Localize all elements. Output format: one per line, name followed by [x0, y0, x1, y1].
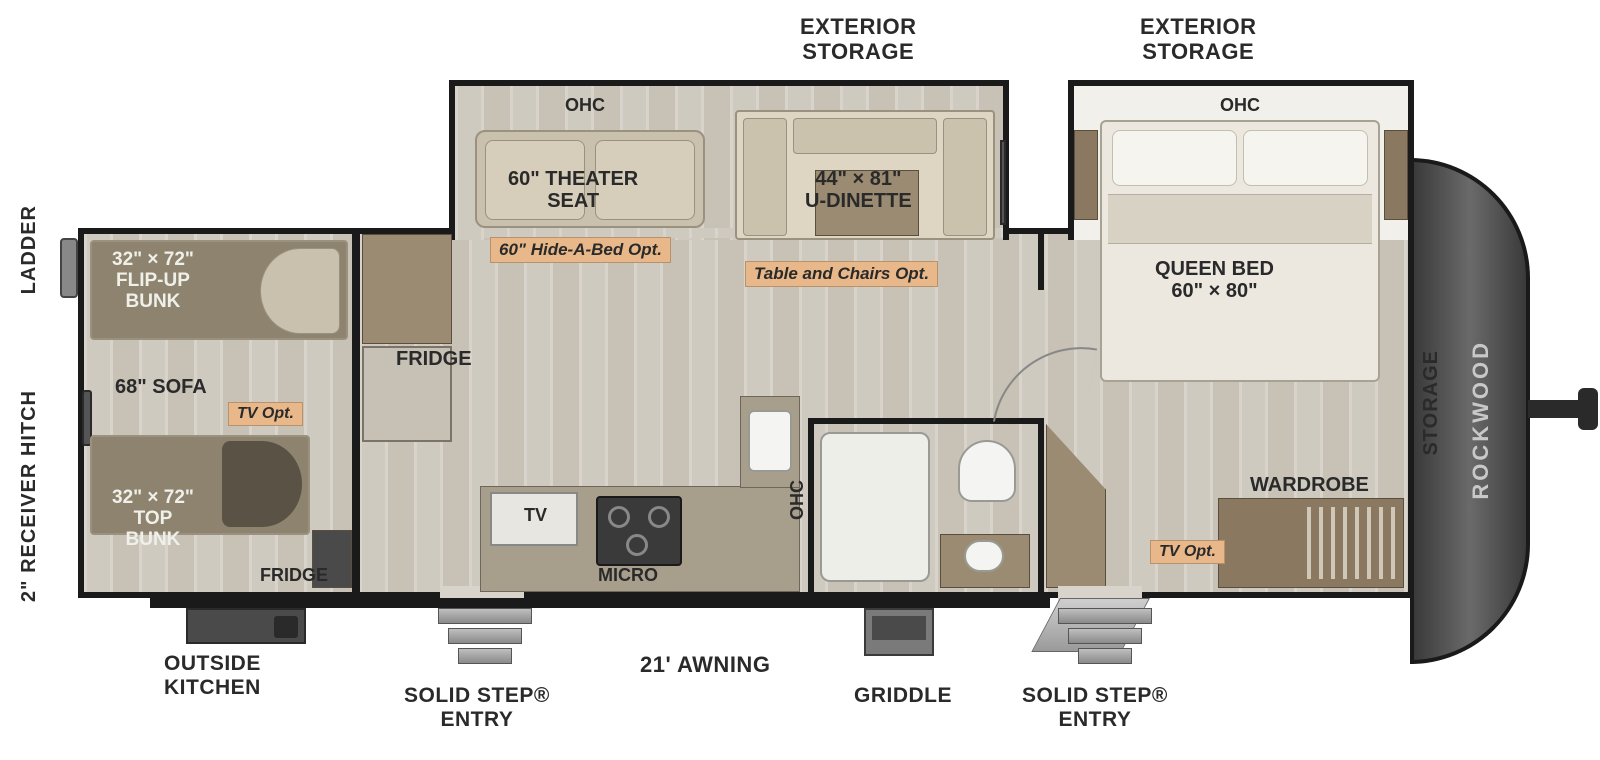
label-u-dinette: 44" × 81" U-DINETTE: [805, 168, 912, 212]
stove: [596, 496, 682, 566]
hitch-tongue: [1528, 400, 1584, 418]
label-tv: TV: [524, 506, 547, 526]
opt-hide-a-bed: 60" Hide-A-Bed Opt.: [490, 237, 671, 263]
opt-tv-bedroom: TV Opt.: [1150, 540, 1225, 564]
label-outside-kitchen: OUTSIDE KITCHEN: [164, 652, 261, 700]
awning-bar: [150, 598, 1050, 608]
vanity-sink: [964, 540, 1004, 572]
label-fridge-bunk: FRIDGE: [260, 566, 328, 586]
label-solid-step-right: SOLID STEP® ENTRY: [1022, 684, 1168, 732]
label-queen-bed: QUEEN BED 60" × 80": [1155, 258, 1274, 302]
label-exterior-storage-1: EXTERIOR STORAGE: [800, 14, 916, 65]
wall-bedroom-upper: [1038, 234, 1044, 290]
kitchen-sink: [748, 410, 792, 472]
label-ladder: LADDER: [18, 205, 41, 294]
label-exterior-storage-2: EXTERIOR STORAGE: [1140, 14, 1256, 65]
label-ohc-bed: OHC: [1220, 96, 1260, 116]
wardrobe: [1218, 498, 1404, 588]
label-fridge-main: FRIDGE: [396, 348, 472, 370]
steps-right: [1050, 608, 1160, 674]
queen-bed: [1100, 120, 1380, 382]
hitch-ball: [1578, 388, 1598, 430]
outside-kitchen-panel: [186, 608, 306, 644]
opt-tv-bunk: TV Opt.: [228, 402, 303, 426]
label-griddle: GRIDDLE: [854, 684, 952, 708]
label-flip-up-bunk: 32" × 72" FLIP-UP BUNK: [112, 250, 194, 313]
label-micro: MICRO: [598, 566, 658, 586]
griddle: [864, 608, 934, 656]
label-wardrobe: WARDROBE: [1250, 474, 1369, 496]
nightstand-left: [1074, 130, 1098, 220]
label-brand: ROCKWOOD: [1468, 340, 1494, 500]
label-top-bunk: 32" × 72" TOP BUNK: [112, 488, 194, 551]
toilet: [958, 440, 1016, 502]
label-theater-seat: 60" THEATER SEAT: [508, 168, 638, 212]
label-ohc-kitchen: OHC: [788, 480, 808, 520]
ladder-bar: [60, 238, 78, 298]
pantry-top: [362, 234, 452, 344]
window-living-slide: [1000, 140, 1006, 225]
opt-table-chairs: Table and Chairs Opt.: [745, 261, 938, 287]
label-sofa: 68" SOFA: [115, 376, 207, 398]
label-solid-step-left: SOLID STEP® ENTRY: [404, 684, 550, 732]
wall-bunk-partition: [352, 234, 360, 592]
steps-left: [430, 608, 540, 674]
label-ohc-theater: OHC: [565, 96, 605, 116]
label-awning: 21' AWNING: [640, 652, 770, 677]
wall-bedroom: [1038, 418, 1044, 592]
nightstand-right: [1384, 130, 1408, 220]
wall-bath-left: [808, 418, 814, 592]
shower: [820, 432, 930, 582]
label-receiver-hitch: 2" RECEIVER HITCH: [18, 390, 41, 602]
label-storage-front: STORAGE: [1420, 350, 1443, 456]
